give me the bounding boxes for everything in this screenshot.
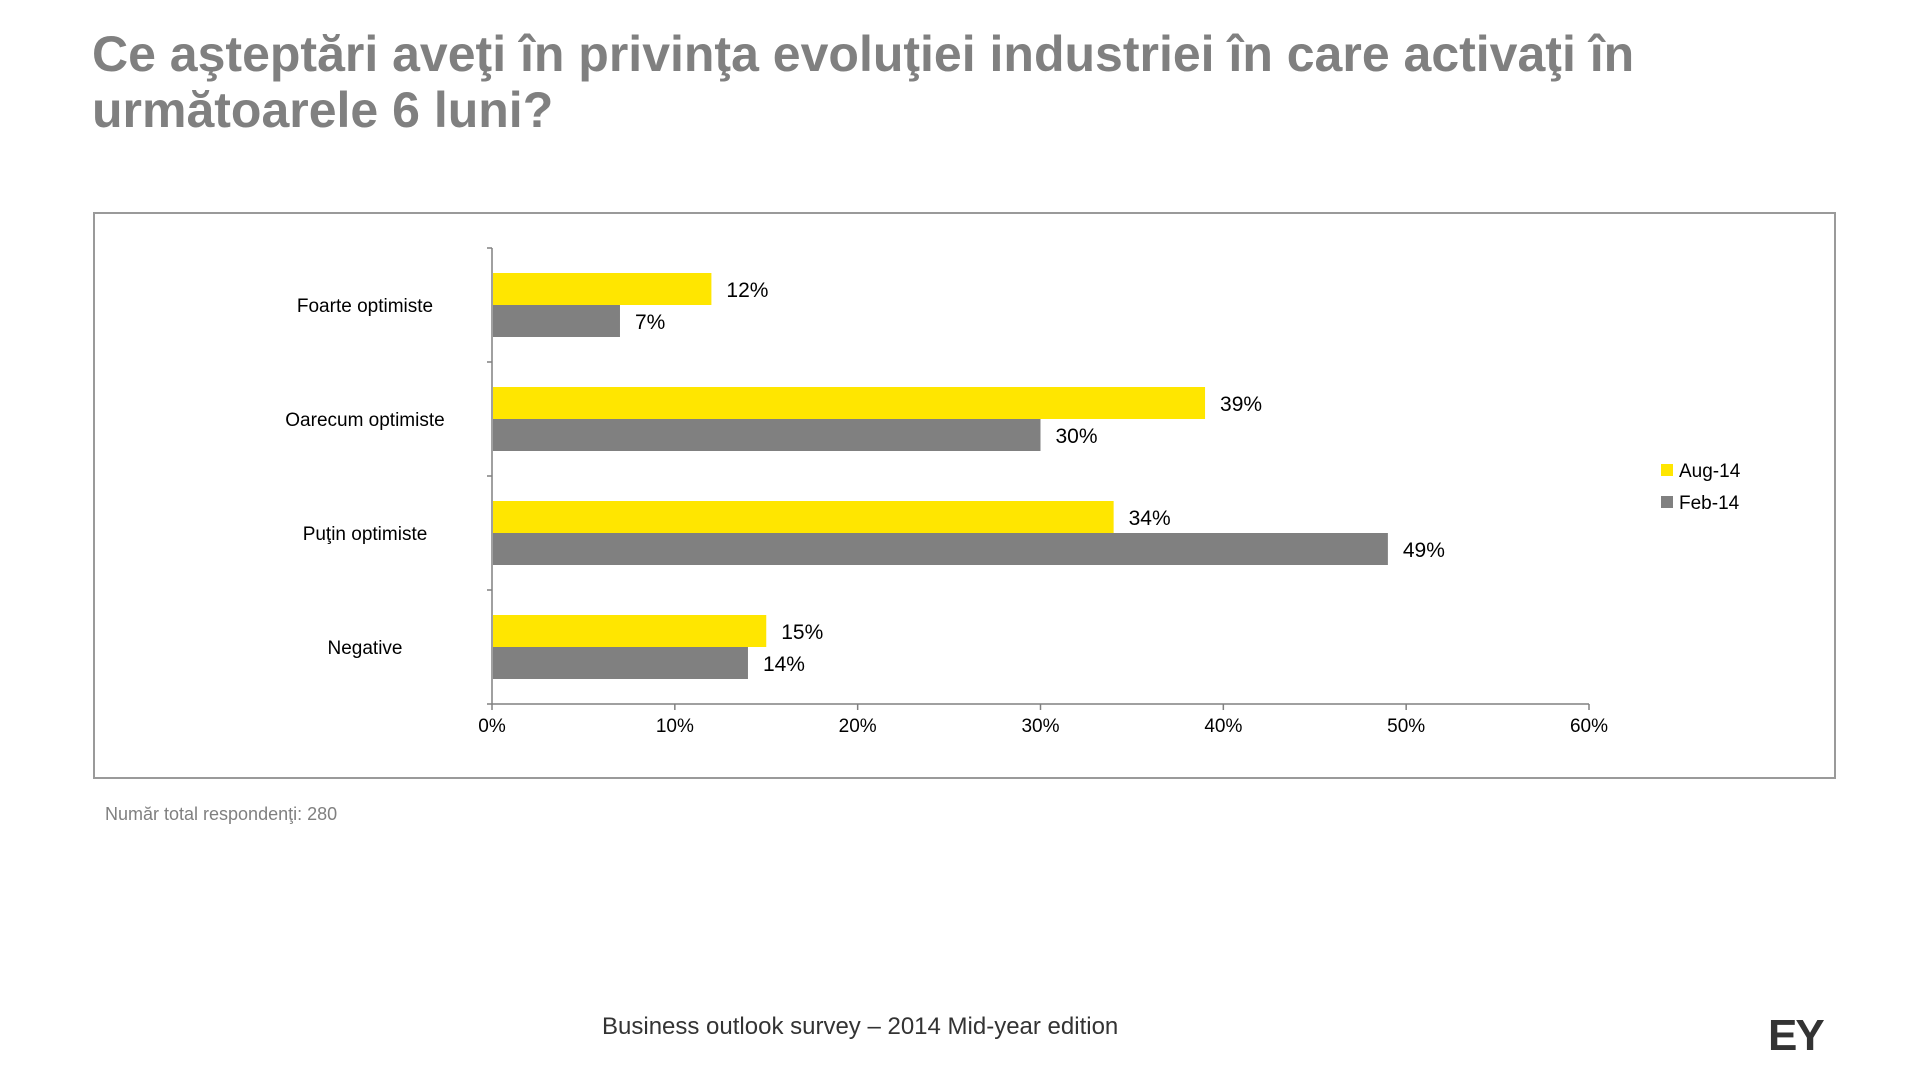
x-tick-label: 20%	[839, 716, 877, 737]
data-label: 39%	[1220, 393, 1262, 416]
x-tick-label: 0%	[478, 716, 506, 737]
data-label: 34%	[1129, 507, 1171, 530]
category-label: Oarecum optimiste	[285, 410, 444, 431]
legend-swatch	[1661, 464, 1673, 476]
category-label: Puţin optimiste	[303, 524, 428, 545]
ey-logo: EY	[1768, 1011, 1825, 1060]
respondents-note: Număr total respondenţi: 280	[105, 804, 338, 824]
bar	[493, 387, 1206, 419]
chart-frame: 0% 10% 20% 30% 40% 50% 60% Foarte optimiste 12% 7…	[93, 212, 1836, 779]
bar	[493, 419, 1041, 451]
bar-chart: 0% 10% 20% 30% 40% 50% 60% Foarte optimiste 12% 7…	[285, 247, 1741, 737]
x-tick-label: 60%	[1570, 716, 1608, 737]
data-label: 15%	[781, 621, 823, 644]
data-label: 30%	[1056, 425, 1098, 448]
data-label: 7%	[635, 311, 665, 334]
bar	[493, 533, 1388, 565]
bar	[493, 615, 767, 647]
bar	[493, 647, 748, 679]
legend-label: Feb-14	[1679, 493, 1740, 514]
x-tick-label: 30%	[1021, 716, 1059, 737]
category-label: Foarte optimiste	[297, 296, 433, 317]
bar	[493, 501, 1114, 533]
category-label: Negative	[328, 638, 403, 659]
legend-swatch	[1661, 496, 1673, 508]
x-tick-label: 10%	[656, 716, 694, 737]
x-tick-label: 40%	[1204, 716, 1242, 737]
page-title: Ce aşteptări aveţi în privinţa evoluţiei…	[92, 26, 1635, 138]
bar	[493, 273, 712, 305]
legend-label: Aug-14	[1679, 461, 1741, 482]
bar	[493, 305, 620, 337]
data-label: 49%	[1403, 539, 1445, 562]
data-label: 14%	[763, 653, 805, 676]
footer-text: Business outlook survey – 2014 Mid-year …	[602, 1013, 1119, 1040]
data-label: 12%	[726, 279, 768, 302]
x-tick-label: 50%	[1387, 716, 1425, 737]
